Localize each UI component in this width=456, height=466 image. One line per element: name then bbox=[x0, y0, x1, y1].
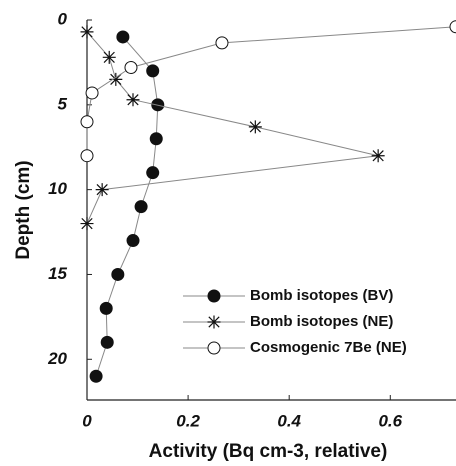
point bbox=[109, 72, 123, 86]
point bbox=[95, 183, 109, 197]
point bbox=[80, 115, 94, 129]
x-tick-label: 0.2 bbox=[176, 411, 200, 430]
point bbox=[111, 267, 125, 281]
legend-marker bbox=[207, 315, 221, 329]
point bbox=[449, 20, 456, 34]
point bbox=[100, 335, 114, 349]
legend-marker bbox=[207, 289, 221, 303]
point bbox=[80, 25, 94, 39]
plot-area bbox=[80, 20, 456, 383]
x-tick-label: 0 bbox=[82, 411, 92, 430]
point bbox=[248, 120, 262, 134]
point bbox=[116, 30, 130, 44]
x-axis-title: Activity (Bq cm-3, relative) bbox=[149, 441, 388, 462]
point bbox=[99, 301, 113, 315]
y-axis-title: Depth (cm) bbox=[13, 160, 34, 259]
series-line bbox=[95, 36, 159, 377]
x-tick-label: 0.6 bbox=[378, 411, 402, 430]
y-tick-label: 20 bbox=[47, 349, 67, 368]
point bbox=[126, 234, 140, 248]
legend-label: Bomb isotopes (BV) bbox=[250, 287, 393, 304]
x-tick-label: 0.4 bbox=[277, 411, 301, 430]
point bbox=[134, 200, 148, 214]
point bbox=[371, 149, 385, 163]
series-line bbox=[86, 31, 379, 224]
y-tick-label: 0 bbox=[58, 9, 68, 28]
point bbox=[124, 61, 138, 74]
point bbox=[149, 132, 163, 146]
series-line bbox=[86, 26, 456, 156]
point bbox=[102, 50, 116, 64]
point bbox=[126, 93, 140, 107]
point bbox=[85, 86, 99, 100]
y-tick-label: 5 bbox=[58, 94, 68, 113]
y-tick-label: 15 bbox=[48, 264, 67, 283]
point bbox=[215, 36, 229, 50]
point bbox=[80, 217, 94, 231]
y-tick-label: 10 bbox=[48, 179, 67, 198]
point bbox=[80, 149, 94, 163]
point bbox=[89, 369, 103, 383]
point bbox=[146, 166, 160, 180]
point bbox=[146, 64, 160, 78]
legend-marker bbox=[207, 341, 221, 355]
legend-label: Cosmogenic 7Be (NE) bbox=[250, 339, 407, 356]
legend-label: Bomb isotopes (NE) bbox=[250, 313, 393, 330]
